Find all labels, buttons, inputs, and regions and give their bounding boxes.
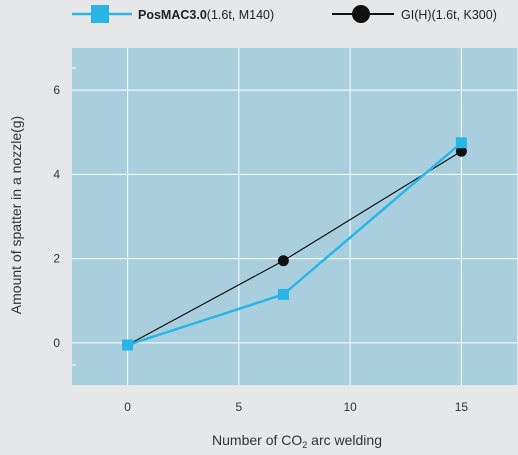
legend-marker-series-1	[91, 5, 109, 23]
data-point-series-2	[277, 255, 289, 267]
y-tick-label: 6	[53, 83, 60, 97]
grid	[72, 48, 517, 385]
data-point-series-1	[122, 339, 134, 351]
x-axis-title-rest: arc welding	[307, 432, 382, 448]
plot-area	[72, 48, 517, 385]
legend-label-series-2: GI(H)(1.6t, K300)	[401, 8, 497, 22]
legend-item-series-1: PosMAC3.0(1.6t, M140)	[72, 5, 274, 23]
y-tick-label: 2	[53, 252, 60, 266]
x-tick-label: 5	[236, 400, 243, 414]
data-point-series-1	[277, 288, 289, 300]
legend-label-series-2-rest: GI(H)(1.6t, K300)	[401, 8, 497, 22]
x-tick-label: 10	[343, 400, 357, 414]
legend-label-series-1-rest: (1.6t, M140)	[207, 8, 274, 22]
series	[122, 137, 467, 351]
x-tick-label: 15	[455, 400, 469, 414]
y-tick-label: 0	[53, 336, 60, 350]
legend-label-series-1: PosMAC3.0(1.6t, M140)	[138, 8, 274, 22]
x-axis-title-subscript: 2	[302, 440, 307, 450]
tick-labels: 0 5 10 15 0 2 4 6	[53, 83, 468, 414]
legend-marker-series-2	[352, 5, 370, 23]
legend-label-series-1-bold: PosMAC3.0	[138, 8, 207, 22]
x-tick-label: 0	[124, 400, 131, 414]
legend-item-series-2: GI(H)(1.6t, K300)	[332, 5, 497, 23]
x-axis-title-main: Number of CO	[212, 432, 302, 448]
y-axis-title: Amount of spatter in a nozzle(g)	[8, 116, 24, 314]
y-tick-label: 4	[53, 167, 60, 181]
data-point-series-2	[455, 145, 467, 157]
x-axis-title: Number of CO2 arc welding	[212, 432, 382, 450]
legend: PosMAC3.0(1.6t, M140) GI(H)(1.6t, K300)	[72, 5, 497, 23]
data-point-series-1	[455, 137, 467, 149]
